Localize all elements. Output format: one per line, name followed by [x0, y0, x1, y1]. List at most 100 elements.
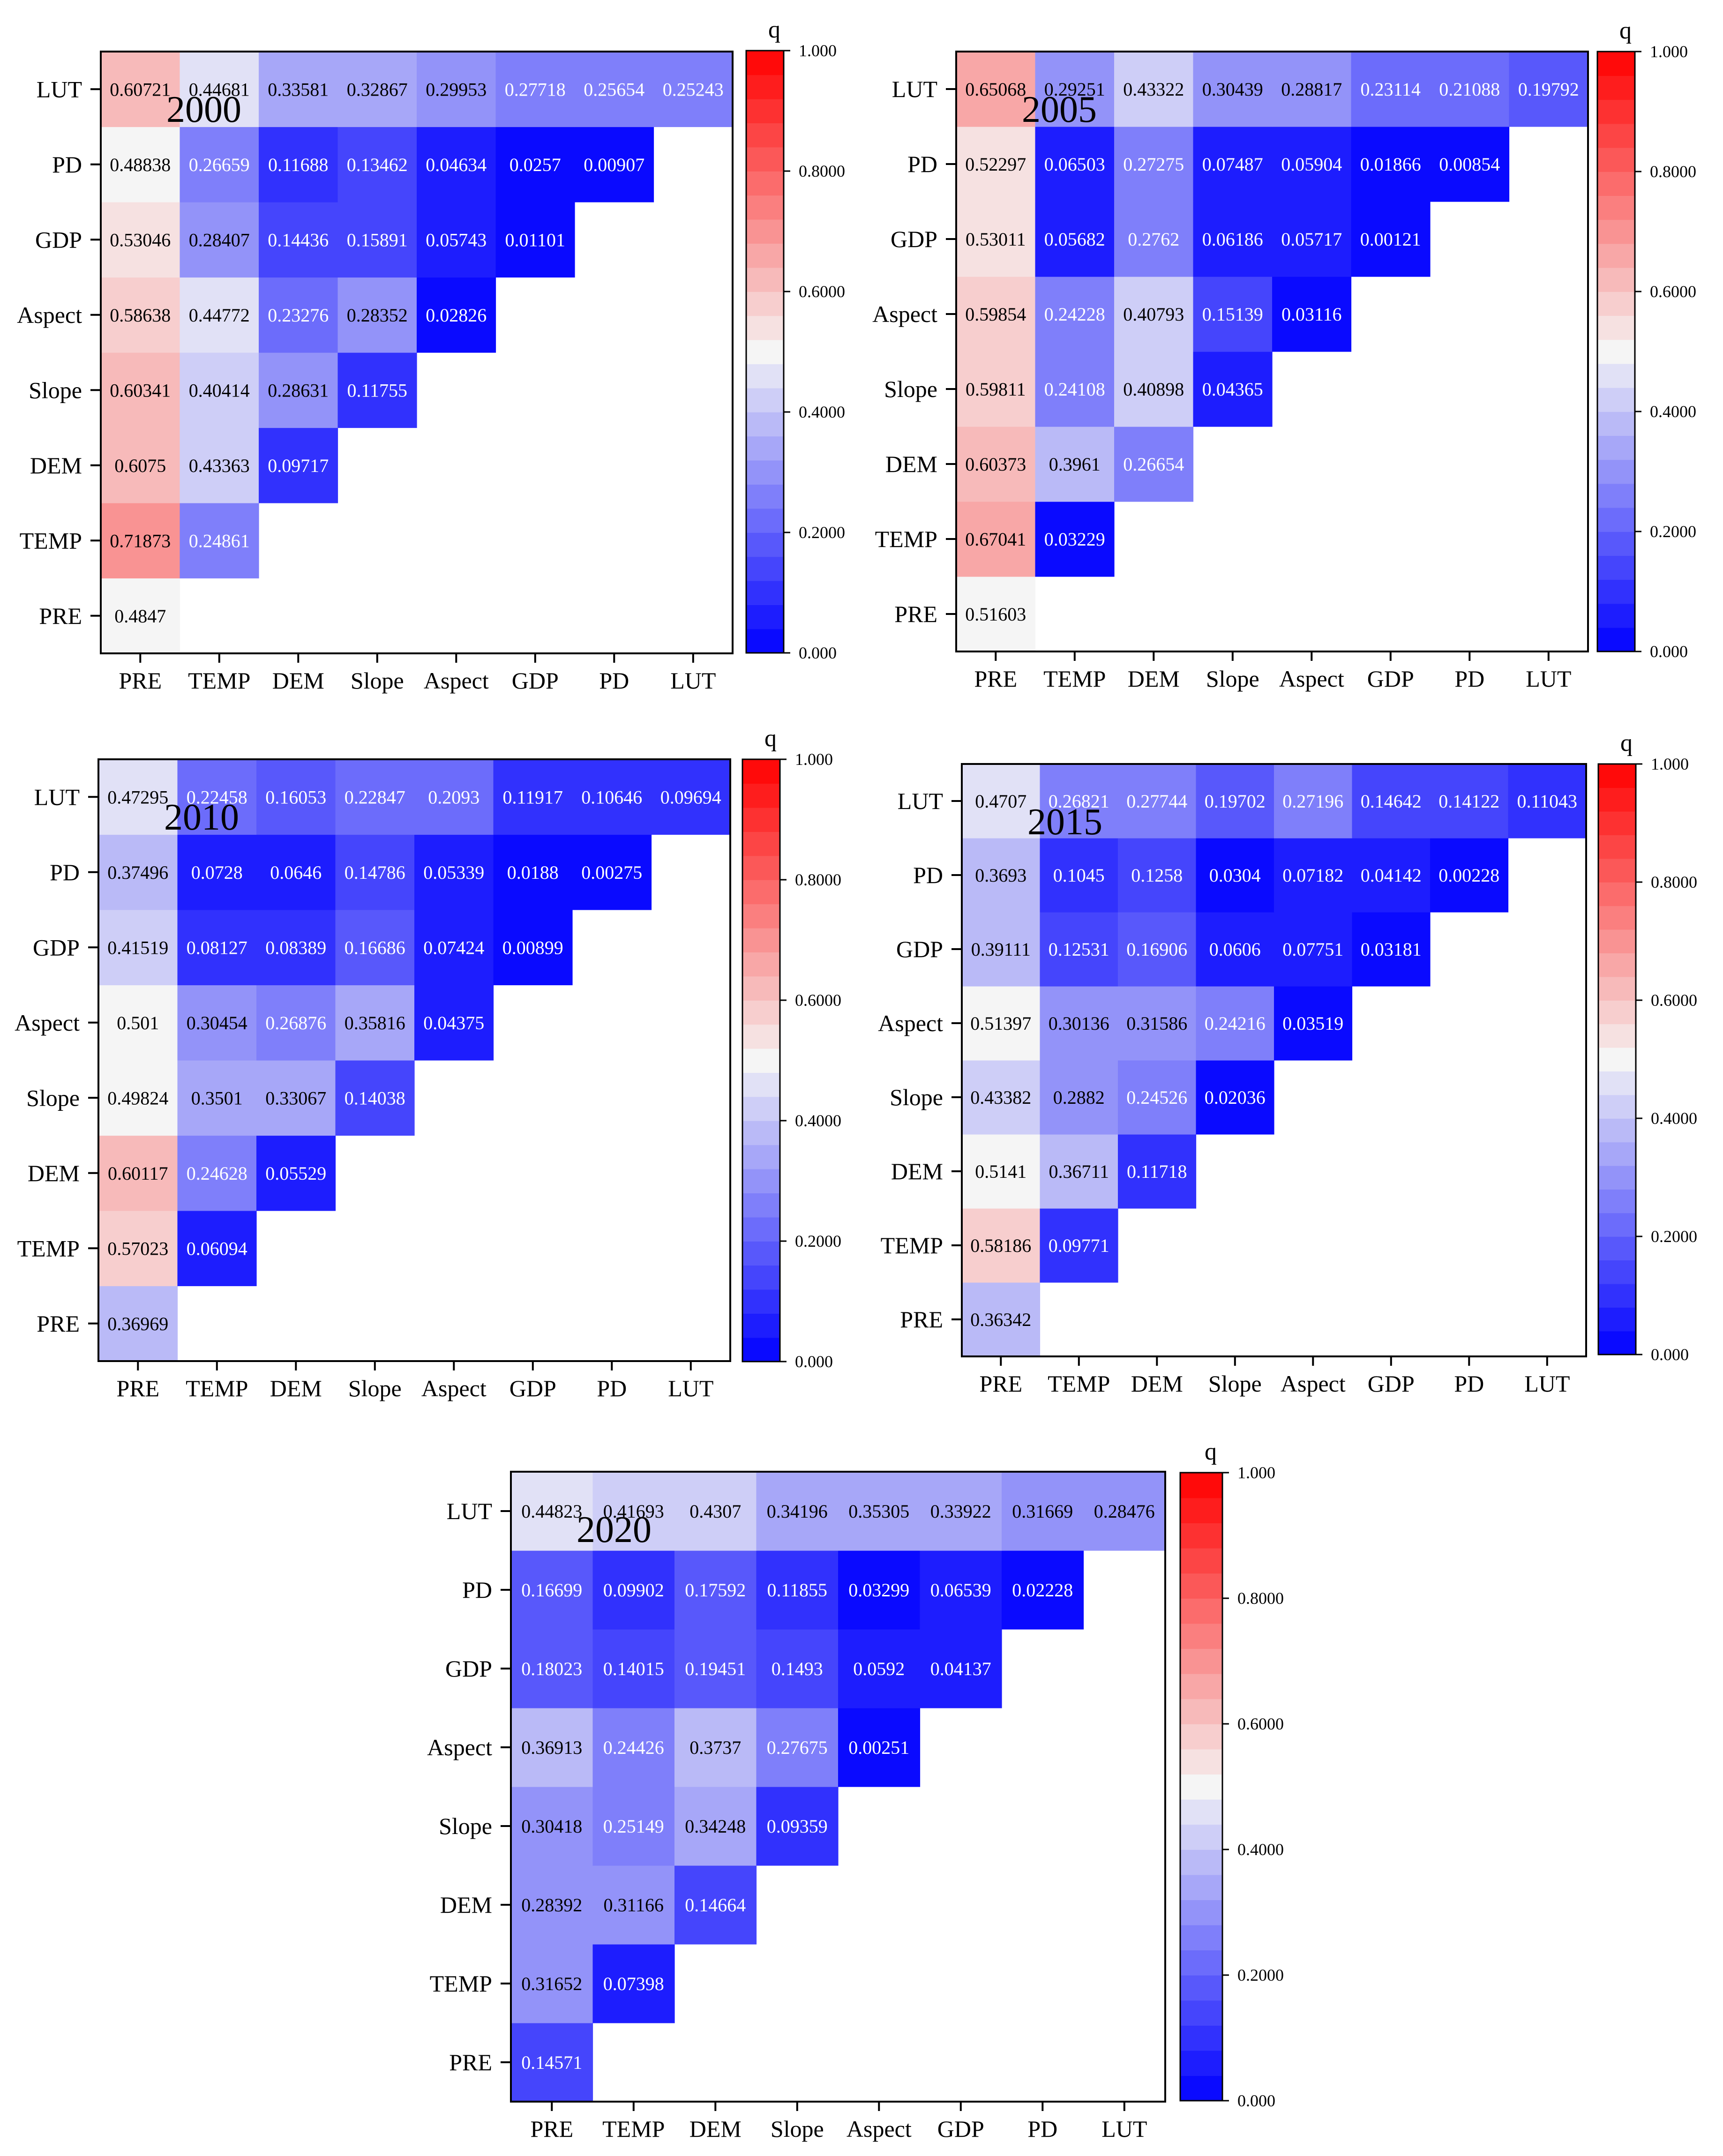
cell-value-label: 0.51603 [965, 604, 1026, 625]
heatmap-cell [180, 427, 259, 503]
cell-value-label: 0.16053 [265, 786, 326, 808]
colorbar: 0.000 0.2000 0.4000 0.6000 0.8000 1.000 q [1597, 730, 1697, 1364]
cell-value-label: 0.09771 [1049, 1235, 1109, 1256]
cell-value-label: 0.00899 [502, 937, 563, 958]
colorbar-band [742, 952, 780, 977]
heatmap-cell [962, 912, 1041, 987]
y-tick-label: DEM [28, 1160, 80, 1186]
cell-value-label: 0.2882 [1053, 1087, 1105, 1108]
colorbar-band [1180, 1623, 1222, 1649]
x-tick-label: Aspect [424, 667, 489, 694]
x-tick-label: PD [1454, 666, 1484, 692]
colorbar-band [1180, 2050, 1222, 2076]
cell-value-label: 0.501 [117, 1012, 159, 1033]
cell-value-label: 0.44823 [521, 1501, 582, 1522]
heatmap-cell [1193, 127, 1273, 202]
cell-value-label: 0.65068 [965, 79, 1026, 100]
cell-value-label: 0.53046 [110, 229, 171, 250]
heatmap-cell [962, 1208, 1041, 1283]
colorbar-tick-label: 0.000 [1651, 1345, 1689, 1364]
y-tick-label: GDP [896, 936, 943, 962]
cell-value-label: 0.22458 [187, 786, 247, 808]
colorbar-tick-label: 0.4000 [1651, 1109, 1697, 1128]
cell-value-label: 0.16699 [521, 1580, 582, 1601]
heatmap-cell [1196, 912, 1274, 987]
cell-value-label: 0.41693 [603, 1501, 664, 1522]
cell-value-label: 0.05743 [426, 229, 487, 250]
colorbar-band [746, 171, 784, 196]
cell-value-label: 0.31652 [521, 1973, 582, 1994]
colorbar-band [1597, 147, 1635, 172]
heatmap-cell [256, 834, 336, 910]
cell-value-label: 0.26876 [265, 1012, 326, 1033]
cell-value-label: 0.07182 [1282, 865, 1343, 886]
heatmap-cell [1035, 52, 1115, 127]
heatmap-cell [177, 985, 257, 1061]
heatmap-cell [962, 1060, 1041, 1135]
heatmap-cell [414, 985, 494, 1061]
plot-frame [97, 758, 731, 1362]
cell-value-label: 0.24628 [187, 1163, 247, 1184]
heatmap-cell [1040, 1060, 1118, 1135]
cell-value-label: 0.2093 [428, 786, 479, 808]
colorbar-tick-label: 0.4000 [799, 403, 845, 421]
cell-value-label: 0.28817 [1281, 79, 1342, 100]
cell-value-label: 0.08389 [265, 937, 326, 958]
year-label: 2005 [1022, 89, 1097, 130]
heatmap-cell [1430, 838, 1509, 913]
heatmap-cell [98, 1211, 178, 1287]
cell-value-label: 0.27275 [1123, 154, 1184, 175]
y-tick-label: Aspect [878, 1010, 943, 1036]
colorbar-title: q [764, 725, 777, 752]
cell-value-label: 0.03229 [1044, 529, 1105, 550]
heatmap-cell [177, 1211, 257, 1287]
cell-value-label: 0.25149 [603, 1816, 664, 1837]
colorbar-tick-label: 0.2000 [795, 1232, 841, 1250]
heatmap-cell [674, 1472, 757, 1551]
colorbar-band [1180, 1497, 1222, 1523]
colorbar-band [746, 364, 784, 389]
heatmap-cell [511, 1629, 593, 1708]
colorbar-band [742, 759, 780, 784]
cell-value-label: 0.26654 [1123, 454, 1184, 475]
colorbar-band [1180, 1824, 1222, 1850]
cell-value-label: 0.27718 [505, 79, 566, 100]
cell-value-label: 0.06186 [1202, 229, 1263, 250]
heatmap-cell [256, 985, 336, 1061]
colorbar-band [742, 880, 780, 905]
cell-value-label: 0.27675 [767, 1737, 828, 1758]
plot-frame [955, 51, 1589, 652]
heatmap-cell [1035, 352, 1115, 427]
cell-value-label: 0.43382 [970, 1087, 1031, 1108]
heatmap-cell [259, 202, 338, 278]
colorbar-band [742, 1193, 780, 1218]
cell-value-label: 0.1493 [772, 1658, 823, 1679]
y-tick-label: PRE [39, 603, 82, 629]
colorbar-tick-label: 0.2000 [1237, 1966, 1284, 1984]
cell-value-label: 0.11043 [1517, 791, 1578, 812]
heatmap-cell [1430, 764, 1509, 838]
cell-value-label: 0.05529 [265, 1163, 326, 1184]
cell-value-label: 0.00275 [581, 862, 642, 883]
cell-value-label: 0.36969 [107, 1313, 168, 1334]
heatmap-cell [259, 127, 338, 202]
heatmap-cell [1193, 277, 1273, 352]
heatmap-cell [180, 503, 259, 579]
cell-value-label: 0.0646 [270, 862, 322, 883]
colorbar-band [1180, 1749, 1222, 1774]
year-label: 2015 [1027, 801, 1102, 843]
heatmap-cell [756, 1629, 839, 1708]
colorbar-band [1597, 603, 1635, 628]
heatmap-cell [674, 1629, 757, 1708]
cell-value-label: 0.29953 [426, 79, 487, 100]
cell-value-label: 0.3501 [191, 1087, 243, 1108]
cell-value-label: 0.04365 [1202, 379, 1263, 400]
cell-value-label: 0.09694 [660, 786, 721, 808]
y-tick-label: Slope [884, 376, 937, 402]
colorbar-band [1598, 1189, 1636, 1213]
cell-value-label: 0.12531 [1049, 939, 1109, 960]
cell-value-label: 0.14015 [603, 1658, 664, 1679]
cell-value-label: 0.36342 [970, 1309, 1031, 1330]
heatmap-cell [1035, 127, 1115, 202]
year-label: 2020 [577, 1509, 652, 1550]
